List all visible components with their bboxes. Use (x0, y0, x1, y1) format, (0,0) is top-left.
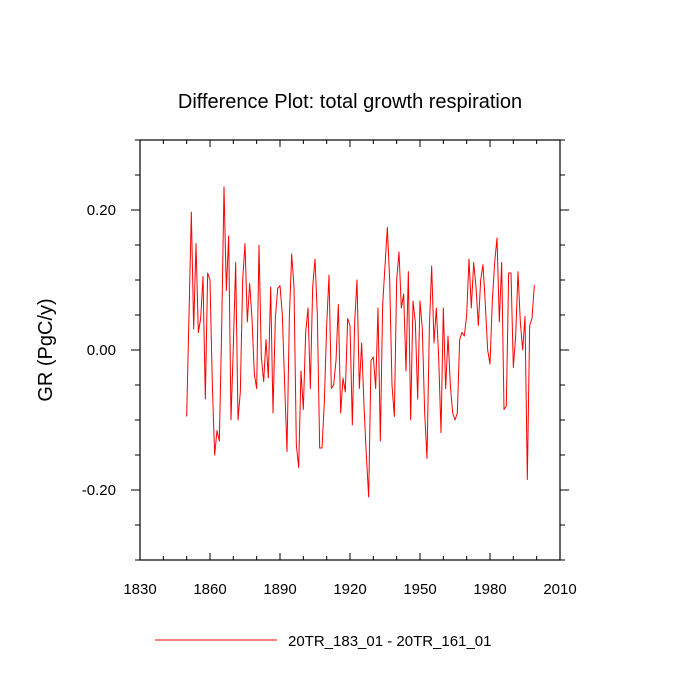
y-axis-label: GR (PgC/y) (35, 298, 57, 401)
y-tick-label: 0.00 (87, 342, 116, 359)
chart-title: Difference Plot: total growth respiratio… (178, 91, 522, 113)
x-axis: 1830 1860 1890 1920 1950 1980 2010 (123, 140, 577, 598)
x-tick-label: 1890 (263, 581, 296, 598)
x-tick-label: 2010 (543, 581, 576, 598)
x-tick-label: 1830 (123, 581, 156, 598)
y-tick-label: 0.20 (87, 202, 116, 219)
x-tick-label: 1950 (403, 581, 436, 598)
x-tick-label: 1920 (333, 581, 366, 598)
x-tick-label: 1860 (193, 581, 226, 598)
series-line-0 (186, 186, 535, 498)
plot-border (139, 139, 561, 561)
legend-label: 20TR_183_01 - 20TR_161_01 (288, 633, 491, 650)
y-tick-label: -0.20 (82, 482, 116, 499)
y-axis: -0.20 0.00 0.20 (82, 139, 569, 561)
plot-frame (139, 139, 561, 561)
series-layer (186, 186, 535, 498)
x-tick-label: 1980 (473, 581, 506, 598)
legend: 20TR_183_01 - 20TR_161_01 (155, 633, 491, 650)
